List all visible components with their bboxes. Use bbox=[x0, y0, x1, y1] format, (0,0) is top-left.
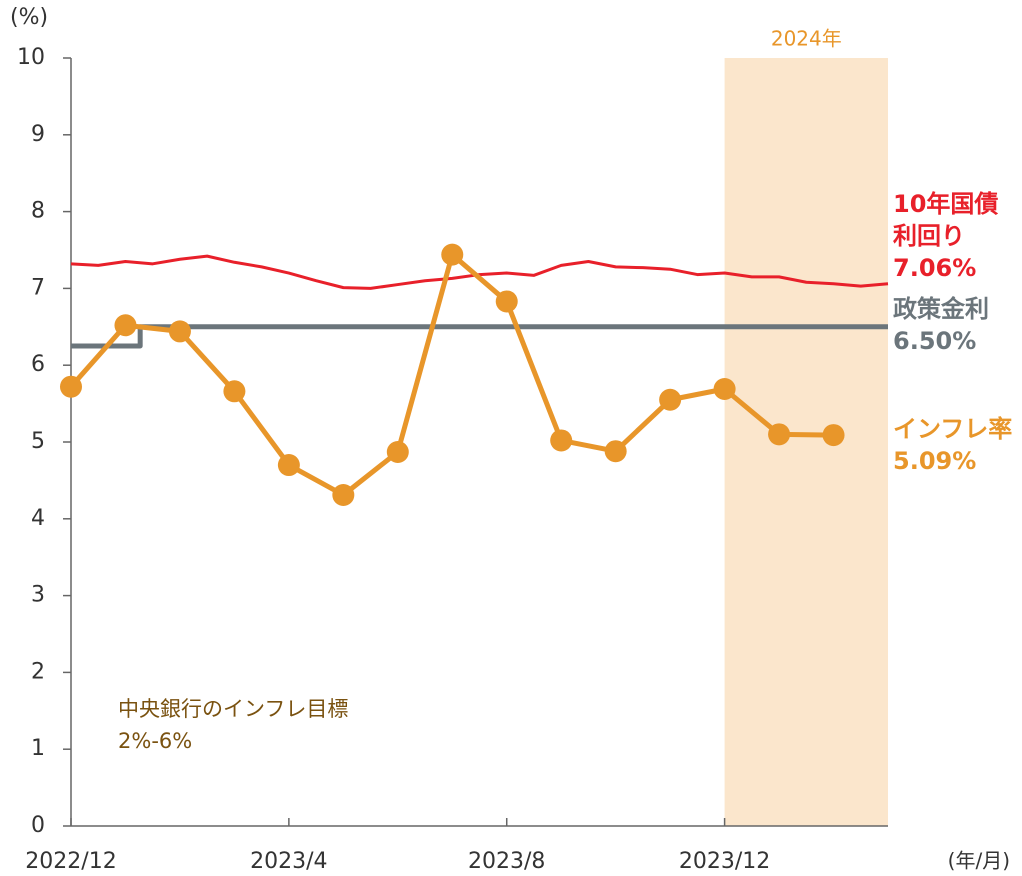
shaded-region-label: 2024年 bbox=[771, 27, 842, 51]
data-point bbox=[441, 243, 464, 266]
y-tick-label: 2 bbox=[31, 659, 45, 684]
annotation: 2%-6% bbox=[118, 729, 192, 753]
y-tick-label: 5 bbox=[31, 429, 45, 454]
y-tick-label: 4 bbox=[31, 506, 45, 531]
x-unit: (年/月) bbox=[948, 849, 1010, 873]
data-point bbox=[168, 320, 191, 343]
data-point bbox=[550, 429, 573, 452]
data-point bbox=[822, 424, 845, 447]
y-tick-label: 8 bbox=[31, 199, 45, 224]
series-line bbox=[69, 252, 834, 498]
data-point bbox=[60, 375, 82, 398]
data-point bbox=[768, 423, 791, 446]
data-point bbox=[114, 314, 137, 337]
x-tick-label: 2023/4 bbox=[250, 849, 327, 874]
series-label: 10年国債 bbox=[893, 190, 998, 218]
series-label: 7.06% bbox=[893, 254, 976, 282]
shaded-region bbox=[724, 58, 888, 826]
data-point bbox=[332, 483, 355, 506]
series-line bbox=[70, 254, 889, 290]
y-tick-label: 0 bbox=[31, 813, 45, 838]
series-label: 5.09% bbox=[893, 447, 976, 475]
y-unit: (%) bbox=[10, 5, 48, 30]
annotation: 中央銀行のインフレ目標 bbox=[118, 697, 348, 721]
data-point bbox=[223, 380, 246, 403]
data-point bbox=[659, 388, 682, 411]
data-point bbox=[386, 440, 409, 463]
data-point bbox=[713, 378, 736, 401]
series-label: 政策金利 bbox=[893, 295, 989, 323]
data-point bbox=[604, 440, 627, 463]
y-tick-label: 9 bbox=[31, 122, 45, 147]
series-label: 6.50% bbox=[893, 327, 976, 355]
y-tick-label: 1 bbox=[31, 736, 45, 761]
data-point bbox=[277, 454, 300, 477]
y-tick-label: 7 bbox=[31, 275, 45, 300]
series-label: 利回り bbox=[893, 222, 965, 250]
y-tick-label: 6 bbox=[31, 352, 45, 377]
y-tick-label: 10 bbox=[17, 45, 45, 70]
series-label: インフレ率 bbox=[893, 415, 1012, 443]
x-tick-label: 2022/12 bbox=[25, 849, 116, 874]
x-tick-label: 2023/12 bbox=[679, 849, 770, 874]
y-tick-label: 3 bbox=[31, 583, 45, 608]
x-tick-label: 2023/8 bbox=[468, 849, 545, 874]
data-point bbox=[495, 290, 518, 313]
